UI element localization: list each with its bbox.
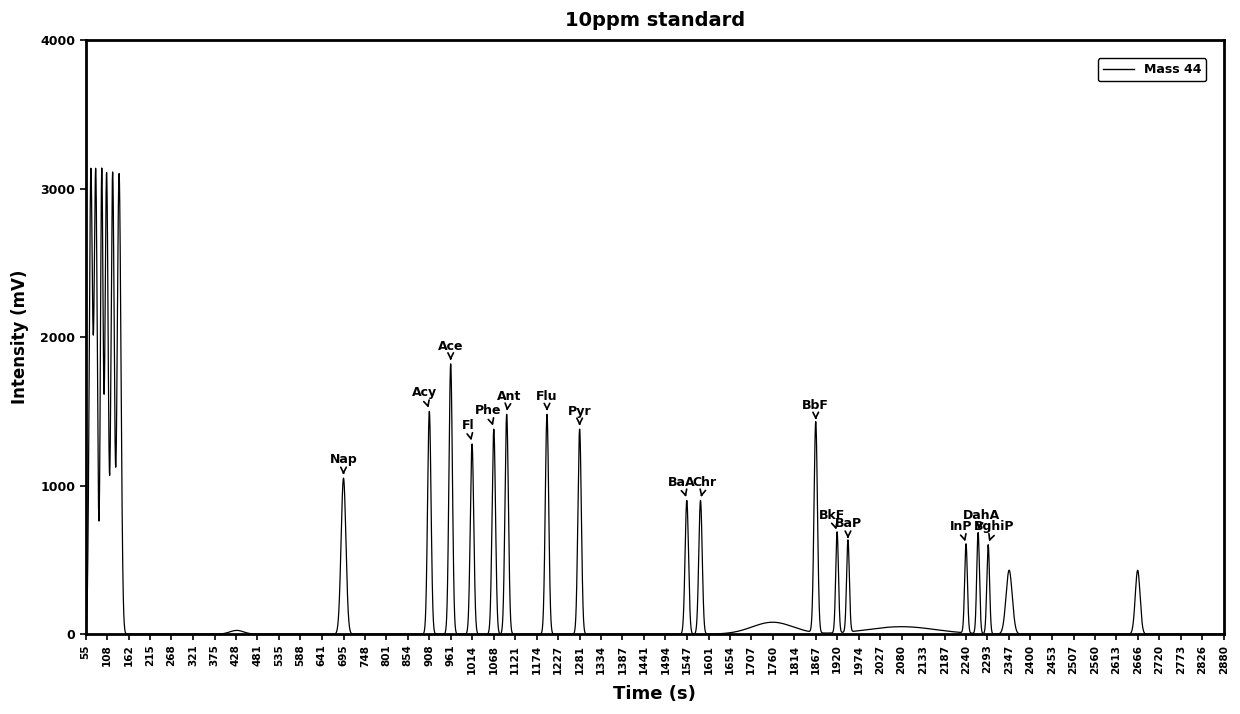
Text: BaA: BaA — [668, 476, 696, 496]
Text: DahA: DahA — [962, 508, 999, 528]
Text: BbF: BbF — [802, 399, 830, 418]
Text: Ace: Ace — [438, 340, 464, 358]
Text: BghiP: BghiP — [973, 521, 1014, 540]
Y-axis label: Intensity (mV): Intensity (mV) — [11, 270, 29, 404]
X-axis label: Time (s): Time (s) — [614, 685, 696, 703]
Text: Flu: Flu — [536, 390, 558, 409]
Text: BaP: BaP — [835, 518, 862, 537]
Text: Chr: Chr — [692, 476, 717, 496]
Text: Ant: Ant — [496, 390, 521, 409]
Title: 10ppm standard: 10ppm standard — [564, 11, 745, 30]
Text: Acy: Acy — [412, 386, 436, 406]
Text: Nap: Nap — [330, 453, 357, 473]
Text: InP: InP — [950, 521, 972, 540]
Text: BkF: BkF — [820, 508, 846, 528]
Text: Phe: Phe — [475, 404, 502, 424]
Text: Pyr: Pyr — [568, 405, 591, 424]
Legend: Mass 44: Mass 44 — [1097, 58, 1207, 81]
Text: Fl: Fl — [461, 419, 475, 439]
